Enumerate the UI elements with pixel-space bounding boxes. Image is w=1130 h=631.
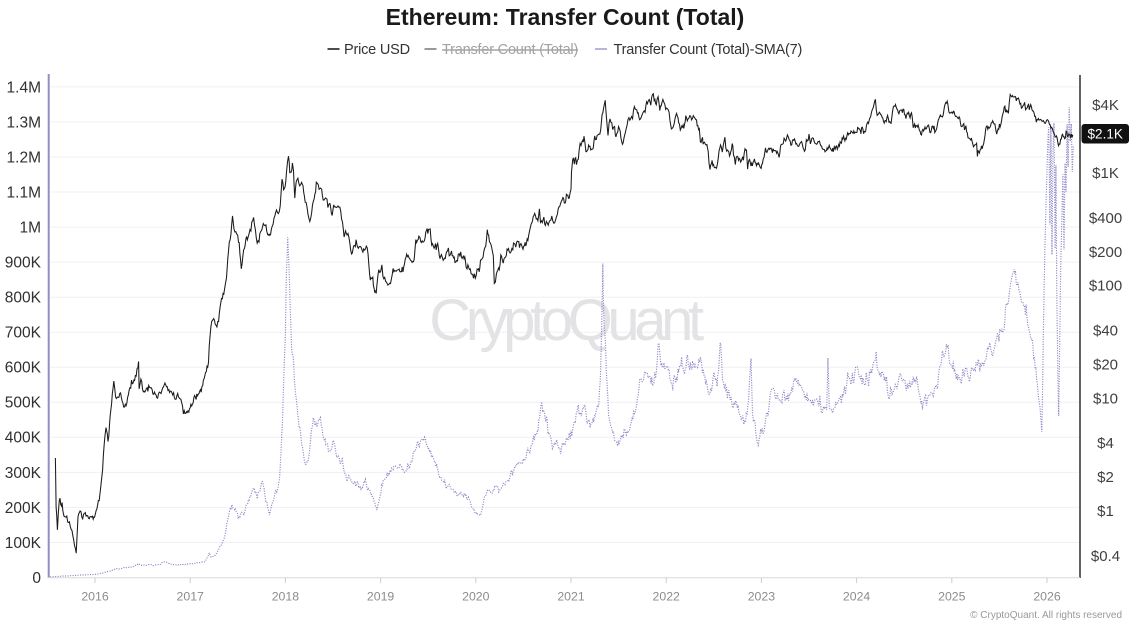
svg-text:1M: 1M — [19, 220, 41, 237]
svg-text:$2.1K: $2.1K — [1088, 126, 1123, 141]
svg-text:1.1M: 1.1M — [7, 184, 41, 201]
svg-text:800K: 800K — [5, 290, 42, 307]
svg-text:2022: 2022 — [653, 590, 681, 604]
svg-text:CryptoQuant: CryptoQuant — [429, 288, 704, 353]
svg-text:Price USD: Price USD — [344, 42, 410, 58]
svg-text:2019: 2019 — [367, 590, 395, 604]
svg-text:2026: 2026 — [1033, 590, 1061, 604]
svg-text:© CryptoQuant. All rights rese: © CryptoQuant. All rights reserved — [970, 610, 1122, 621]
svg-text:1.2M: 1.2M — [7, 149, 41, 166]
svg-text:2024: 2024 — [843, 590, 871, 604]
svg-text:300K: 300K — [5, 465, 42, 482]
svg-text:Transfer Count (Total): Transfer Count (Total) — [442, 42, 578, 58]
svg-text:600K: 600K — [5, 360, 42, 377]
svg-text:$4: $4 — [1097, 435, 1114, 452]
svg-text:2018: 2018 — [272, 590, 300, 604]
svg-text:2025: 2025 — [938, 590, 966, 604]
svg-text:2021: 2021 — [557, 590, 585, 604]
svg-text:2023: 2023 — [748, 590, 776, 604]
svg-text:1.4M: 1.4M — [7, 79, 41, 96]
svg-text:$1K: $1K — [1092, 165, 1119, 182]
svg-text:1.3M: 1.3M — [7, 114, 41, 131]
svg-text:0: 0 — [32, 570, 41, 587]
svg-text:$10: $10 — [1093, 390, 1118, 407]
svg-text:$200: $200 — [1089, 244, 1122, 261]
svg-text:200K: 200K — [5, 500, 42, 517]
svg-text:$4K: $4K — [1092, 97, 1119, 114]
svg-text:100K: 100K — [5, 535, 42, 552]
svg-text:$2: $2 — [1097, 469, 1114, 486]
svg-text:2017: 2017 — [177, 590, 205, 604]
svg-text:900K: 900K — [5, 255, 42, 272]
svg-text:Ethereum: Transfer Count (Tota: Ethereum: Transfer Count (Total) — [386, 4, 745, 30]
svg-text:2016: 2016 — [81, 590, 109, 604]
svg-text:Transfer Count (Total)-SMA(7): Transfer Count (Total)-SMA(7) — [614, 42, 803, 58]
svg-text:400K: 400K — [5, 430, 42, 447]
svg-text:2020: 2020 — [462, 590, 490, 604]
svg-text:$0.4: $0.4 — [1091, 548, 1120, 565]
svg-text:$1: $1 — [1097, 503, 1114, 520]
svg-text:500K: 500K — [5, 395, 42, 412]
svg-text:$20: $20 — [1093, 357, 1118, 374]
svg-text:$400: $400 — [1089, 210, 1122, 227]
svg-text:$40: $40 — [1093, 323, 1118, 340]
svg-text:$100: $100 — [1089, 278, 1122, 295]
svg-text:700K: 700K — [5, 325, 42, 342]
